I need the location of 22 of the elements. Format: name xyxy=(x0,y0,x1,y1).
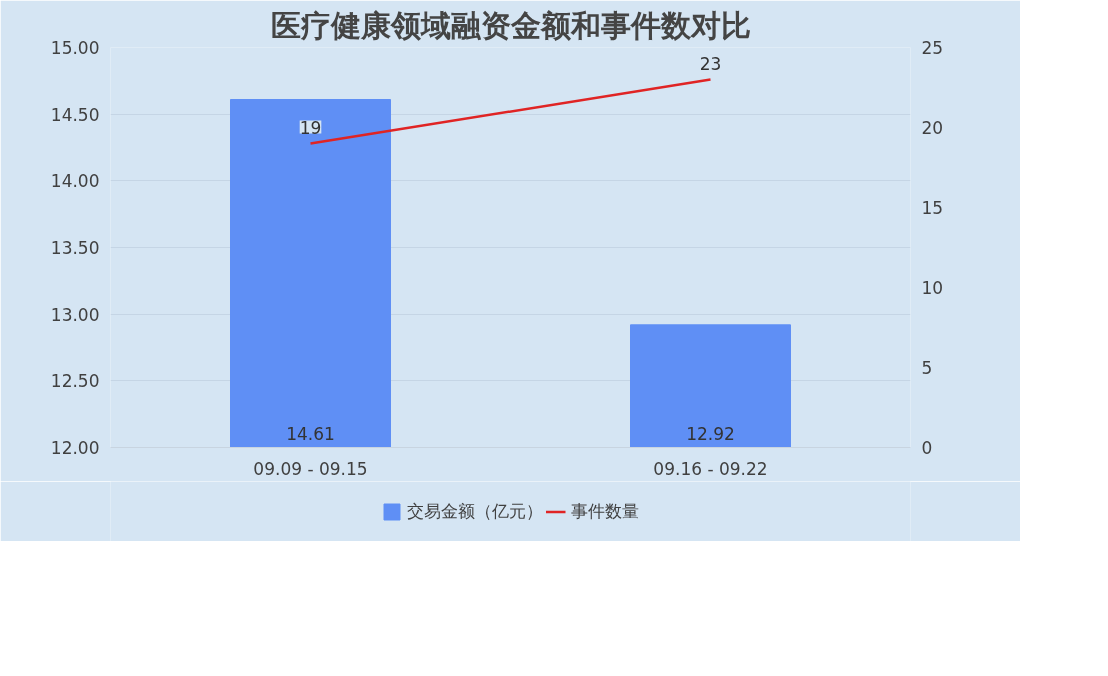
data-label: 14.61 xyxy=(286,423,335,444)
data-label: 12.92 xyxy=(686,423,735,444)
y-tick-label: 12.50 xyxy=(50,371,100,392)
chart-title: 医疗健康领域融资金额和事件数对比 xyxy=(270,7,751,43)
data-label: 19 xyxy=(299,117,322,138)
y2-tick-label: 5 xyxy=(921,358,933,378)
x-tick-label: 09.09 - 09.15 xyxy=(253,458,368,479)
y2-tick-label: 15 xyxy=(921,198,944,218)
y-tick-label: 13.00 xyxy=(50,304,100,325)
x-tick-label: 09.16 - 09.22 xyxy=(653,458,768,479)
y2-tick-label: 0 xyxy=(921,438,933,458)
y-tick-label: 14.00 xyxy=(50,171,100,192)
y-tick-label: 14.50 xyxy=(50,104,100,125)
y2-tick-label: 10 xyxy=(921,278,944,298)
y-tick-label: 13.50 xyxy=(50,238,100,258)
data-label: 23 xyxy=(699,53,722,74)
y-tick-label: 15.00 xyxy=(50,38,100,58)
y-tick-label: 12.00 xyxy=(50,438,100,458)
legend-label: 事件数量 xyxy=(570,499,639,523)
y2-tick-label: 20 xyxy=(921,118,944,138)
y2-tick-label: 25 xyxy=(921,38,944,58)
legend-label: 交易金额（亿元） xyxy=(406,499,543,523)
